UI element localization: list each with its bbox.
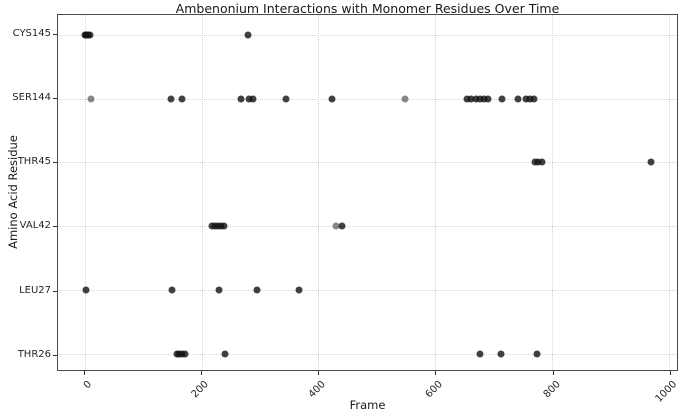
y-tick-mark <box>53 226 57 228</box>
x-gridline <box>84 15 86 370</box>
scatter-point <box>87 95 95 103</box>
scatter-point <box>181 350 189 358</box>
scatter-point <box>497 350 505 358</box>
y-tick-mark <box>53 290 57 292</box>
scatter-point <box>514 95 522 103</box>
x-gridline <box>201 15 203 370</box>
scatter-point <box>86 31 94 39</box>
scatter-point <box>476 95 484 103</box>
scatter-point <box>467 95 475 103</box>
x-gridline <box>318 15 320 370</box>
y-gridline <box>58 226 677 228</box>
y-tick-mark <box>53 98 57 100</box>
scatter-point <box>220 222 228 230</box>
scatter-point <box>295 286 303 294</box>
y-gridline <box>58 34 677 36</box>
scatter-point <box>463 95 471 103</box>
x-axis-label: Frame <box>349 398 386 412</box>
x-tick-mark <box>435 371 437 375</box>
scatter-point <box>282 95 290 103</box>
scatter-point <box>647 158 655 166</box>
y-tick-label-thr26: THR26 <box>17 348 51 360</box>
y-tick-mark <box>53 162 57 164</box>
scatter-point <box>472 95 480 103</box>
x-gridline <box>668 15 670 370</box>
y-tick-label-ser144: SER144 <box>12 92 51 104</box>
x-tick-mark <box>201 371 203 375</box>
scatter-point <box>245 95 253 103</box>
scatter-point <box>178 95 186 103</box>
scatter-point <box>484 95 492 103</box>
x-gridline <box>435 15 437 370</box>
scatter-point <box>480 95 488 103</box>
y-gridline <box>58 290 677 292</box>
scatter-point <box>332 222 340 230</box>
scatter-point <box>244 31 252 39</box>
x-gridline <box>552 15 554 370</box>
scatter-point <box>498 95 506 103</box>
x-tick-mark <box>552 371 554 375</box>
y-tick-mark <box>53 354 57 356</box>
scatter-point <box>533 350 541 358</box>
x-tick-mark <box>669 371 671 375</box>
scatter-point <box>530 95 538 103</box>
y-tick-label-val42: VAL42 <box>19 220 51 232</box>
scatter-point <box>526 95 534 103</box>
y-gridline <box>58 162 677 164</box>
scatter-point <box>476 350 484 358</box>
x-tick-label: 0 <box>81 379 94 392</box>
scatter-point <box>534 158 542 166</box>
scatter-point <box>253 286 261 294</box>
y-gridline <box>58 98 677 100</box>
x-tick-mark <box>318 371 320 375</box>
y-gridline <box>58 353 677 355</box>
scatter-point <box>221 350 229 358</box>
plot-area <box>57 14 678 371</box>
x-tick-mark <box>83 371 85 375</box>
y-tick-mark <box>53 33 57 35</box>
scatter-point <box>249 95 257 103</box>
scatter-point <box>328 95 336 103</box>
scatter-point <box>168 286 176 294</box>
y-tick-label-thr45: THR45 <box>17 156 51 168</box>
scatter-point <box>531 158 538 166</box>
scatter-point <box>538 158 546 166</box>
scatter-point <box>167 95 175 103</box>
scatter-point <box>82 286 90 294</box>
scatter-point <box>237 95 245 103</box>
y-tick-label-cys145: CYS145 <box>12 27 51 39</box>
y-axis-label: Amino Acid Residue <box>6 135 20 249</box>
chart-title: Ambenonium Interactions with Monomer Res… <box>175 1 560 16</box>
scatter-point <box>522 95 530 103</box>
scatter-point <box>401 95 409 103</box>
scatter-point <box>215 286 223 294</box>
y-tick-label-leu27: LEU27 <box>19 284 51 296</box>
scatter-point <box>338 222 346 230</box>
